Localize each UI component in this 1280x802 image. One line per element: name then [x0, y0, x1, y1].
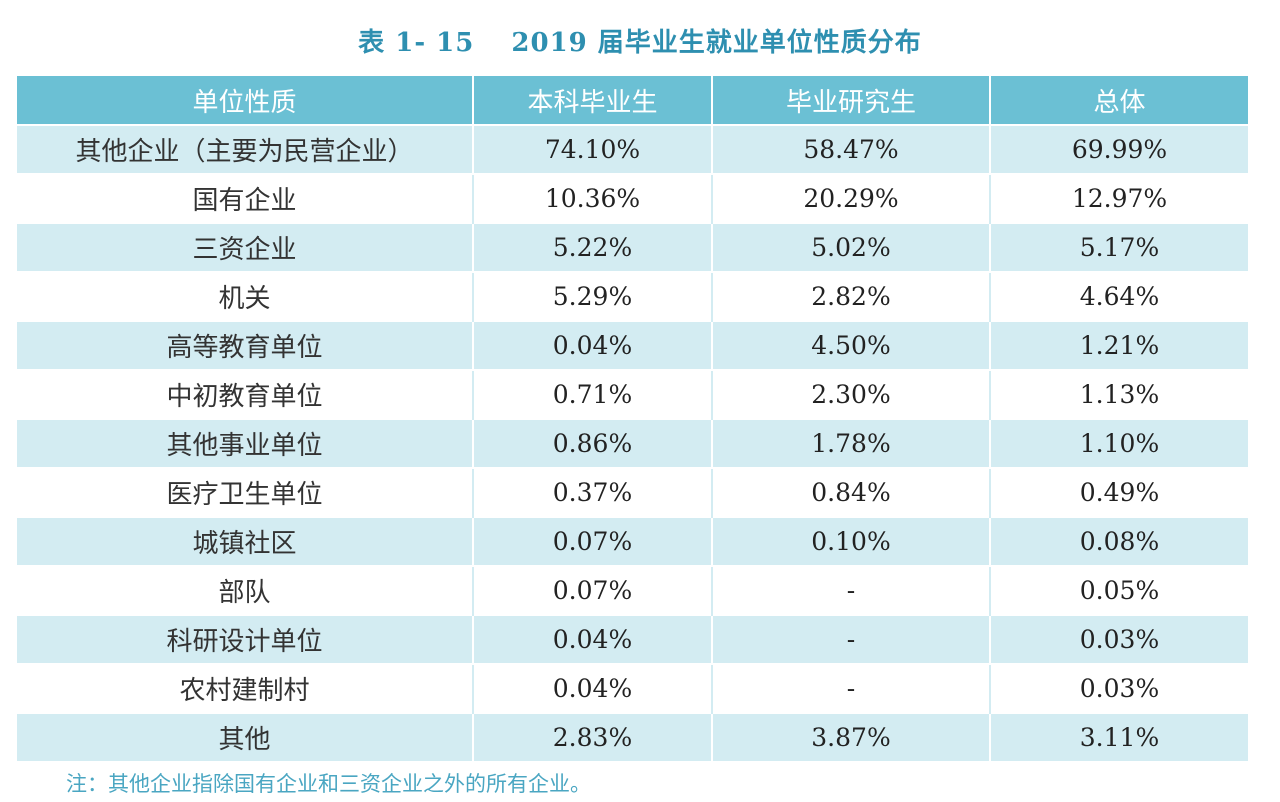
table-row: 机关 5.29% 2.82% 4.64% — [17, 271, 1248, 321]
unit-type-cell: 其他 — [17, 712, 474, 761]
overall-cell: 0.49% — [990, 467, 1248, 517]
undergraduate-cell: 2.83% — [473, 712, 713, 761]
undergraduate-cell: 0.37% — [473, 467, 713, 517]
table-row: 其他 2.83% 3.87% 3.11% — [17, 712, 1248, 761]
header-graduate: 毕业研究生 — [712, 76, 991, 125]
undergraduate-cell: 0.04% — [473, 663, 713, 713]
unit-type-cell: 中初教育单位 — [17, 369, 474, 419]
unit-type-cell: 农村建制村 — [17, 663, 474, 713]
table-row: 其他企业（主要为民营企业） 74.10% 58.47% 69.99% — [17, 124, 1248, 174]
unit-type-cell: 部队 — [17, 565, 474, 615]
overall-cell: 1.10% — [990, 418, 1248, 468]
unit-type-cell: 机关 — [17, 271, 474, 321]
undergraduate-cell: 10.36% — [473, 173, 713, 223]
overall-cell: 3.11% — [990, 712, 1248, 761]
unit-type-cell: 其他事业单位 — [17, 418, 474, 468]
graduate-cell: 58.47% — [712, 124, 991, 174]
graduate-cell: 3.87% — [712, 712, 991, 761]
unit-type-cell: 其他企业（主要为民营企业） — [17, 124, 474, 174]
graduate-cell: - — [712, 565, 991, 615]
overall-cell: 5.17% — [990, 222, 1248, 272]
header-overall: 总体 — [990, 76, 1248, 125]
graduate-cell: 1.78% — [712, 418, 991, 468]
table-row: 其他事业单位 0.86% 1.78% 1.10% — [17, 418, 1248, 468]
undergraduate-cell: 0.07% — [473, 565, 713, 615]
table-header-row: 单位性质 本科毕业生 毕业研究生 总体 — [17, 76, 1248, 125]
unit-type-cell: 国有企业 — [17, 173, 474, 223]
table-row: 部队 0.07% -0.05% — [17, 565, 1248, 615]
undergraduate-cell: 5.29% — [473, 271, 713, 321]
table-row: 科研设计单位 0.04% -0.03% — [17, 614, 1248, 664]
header-undergraduate: 本科毕业生 — [473, 76, 713, 125]
table-title: 表 1- 15 2019 届毕业生就业单位性质分布 — [358, 28, 922, 58]
header-unit-type: 单位性质 — [17, 76, 474, 125]
graduate-cell: 2.82% — [712, 271, 991, 321]
overall-cell: 12.97% — [990, 173, 1248, 223]
table-row: 城镇社区 0.07% 0.10% 0.08% — [17, 516, 1248, 566]
graduate-cell: 20.29% — [712, 173, 991, 223]
employment-unit-table: 单位性质 本科毕业生 毕业研究生 总体 其他企业（主要为民营企业） 74.10% 5… — [17, 76, 1248, 761]
undergraduate-cell: 0.04% — [473, 320, 713, 370]
undergraduate-cell: 74.10% — [473, 124, 713, 174]
table-row: 农村建制村 0.04% -0.03% — [17, 663, 1248, 713]
undergraduate-cell: 0.04% — [473, 614, 713, 664]
undergraduate-cell: 0.86% — [473, 418, 713, 468]
graduate-cell: - — [712, 663, 991, 713]
overall-cell: 0.08% — [990, 516, 1248, 566]
table-row: 中初教育单位 0.71% 2.30% 1.13% — [17, 369, 1248, 419]
table-row: 高等教育单位 0.04% 4.50% 1.21% — [17, 320, 1248, 370]
graduate-cell: 0.10% — [712, 516, 991, 566]
table-body: 其他企业（主要为民营企业） 74.10% 58.47% 69.99% 国有企业 10.36… — [17, 124, 1248, 761]
overall-cell: 1.13% — [990, 369, 1248, 419]
undergraduate-cell: 0.71% — [473, 369, 713, 419]
overall-cell: 0.03% — [990, 614, 1248, 664]
unit-type-cell: 三资企业 — [17, 222, 474, 272]
table-row: 医疗卫生单位 0.37% 0.84% 0.49% — [17, 467, 1248, 517]
unit-type-cell: 医疗卫生单位 — [17, 467, 474, 517]
overall-cell: 4.64% — [990, 271, 1248, 321]
undergraduate-cell: 5.22% — [473, 222, 713, 272]
graduate-cell: 4.50% — [712, 320, 991, 370]
graduate-cell: 0.84% — [712, 467, 991, 517]
overall-cell: 69.99% — [990, 124, 1248, 174]
overall-cell: 1.21% — [990, 320, 1248, 370]
undergraduate-cell: 0.07% — [473, 516, 713, 566]
unit-type-cell: 城镇社区 — [17, 516, 474, 566]
graduate-cell: 2.30% — [712, 369, 991, 419]
table-row: 三资企业 5.22% 5.02% 5.17% — [17, 222, 1248, 272]
table-footnote: 注：其他企业指除国有企业和三资企业之外的所有企业。 — [66, 772, 591, 796]
graduate-cell: 5.02% — [712, 222, 991, 272]
unit-type-cell: 高等教育单位 — [17, 320, 474, 370]
unit-type-cell: 科研设计单位 — [17, 614, 474, 664]
overall-cell: 0.05% — [990, 565, 1248, 615]
table-row: 国有企业 10.36% 20.29% 12.97% — [17, 173, 1248, 223]
graduate-cell: - — [712, 614, 991, 664]
overall-cell: 0.03% — [990, 663, 1248, 713]
